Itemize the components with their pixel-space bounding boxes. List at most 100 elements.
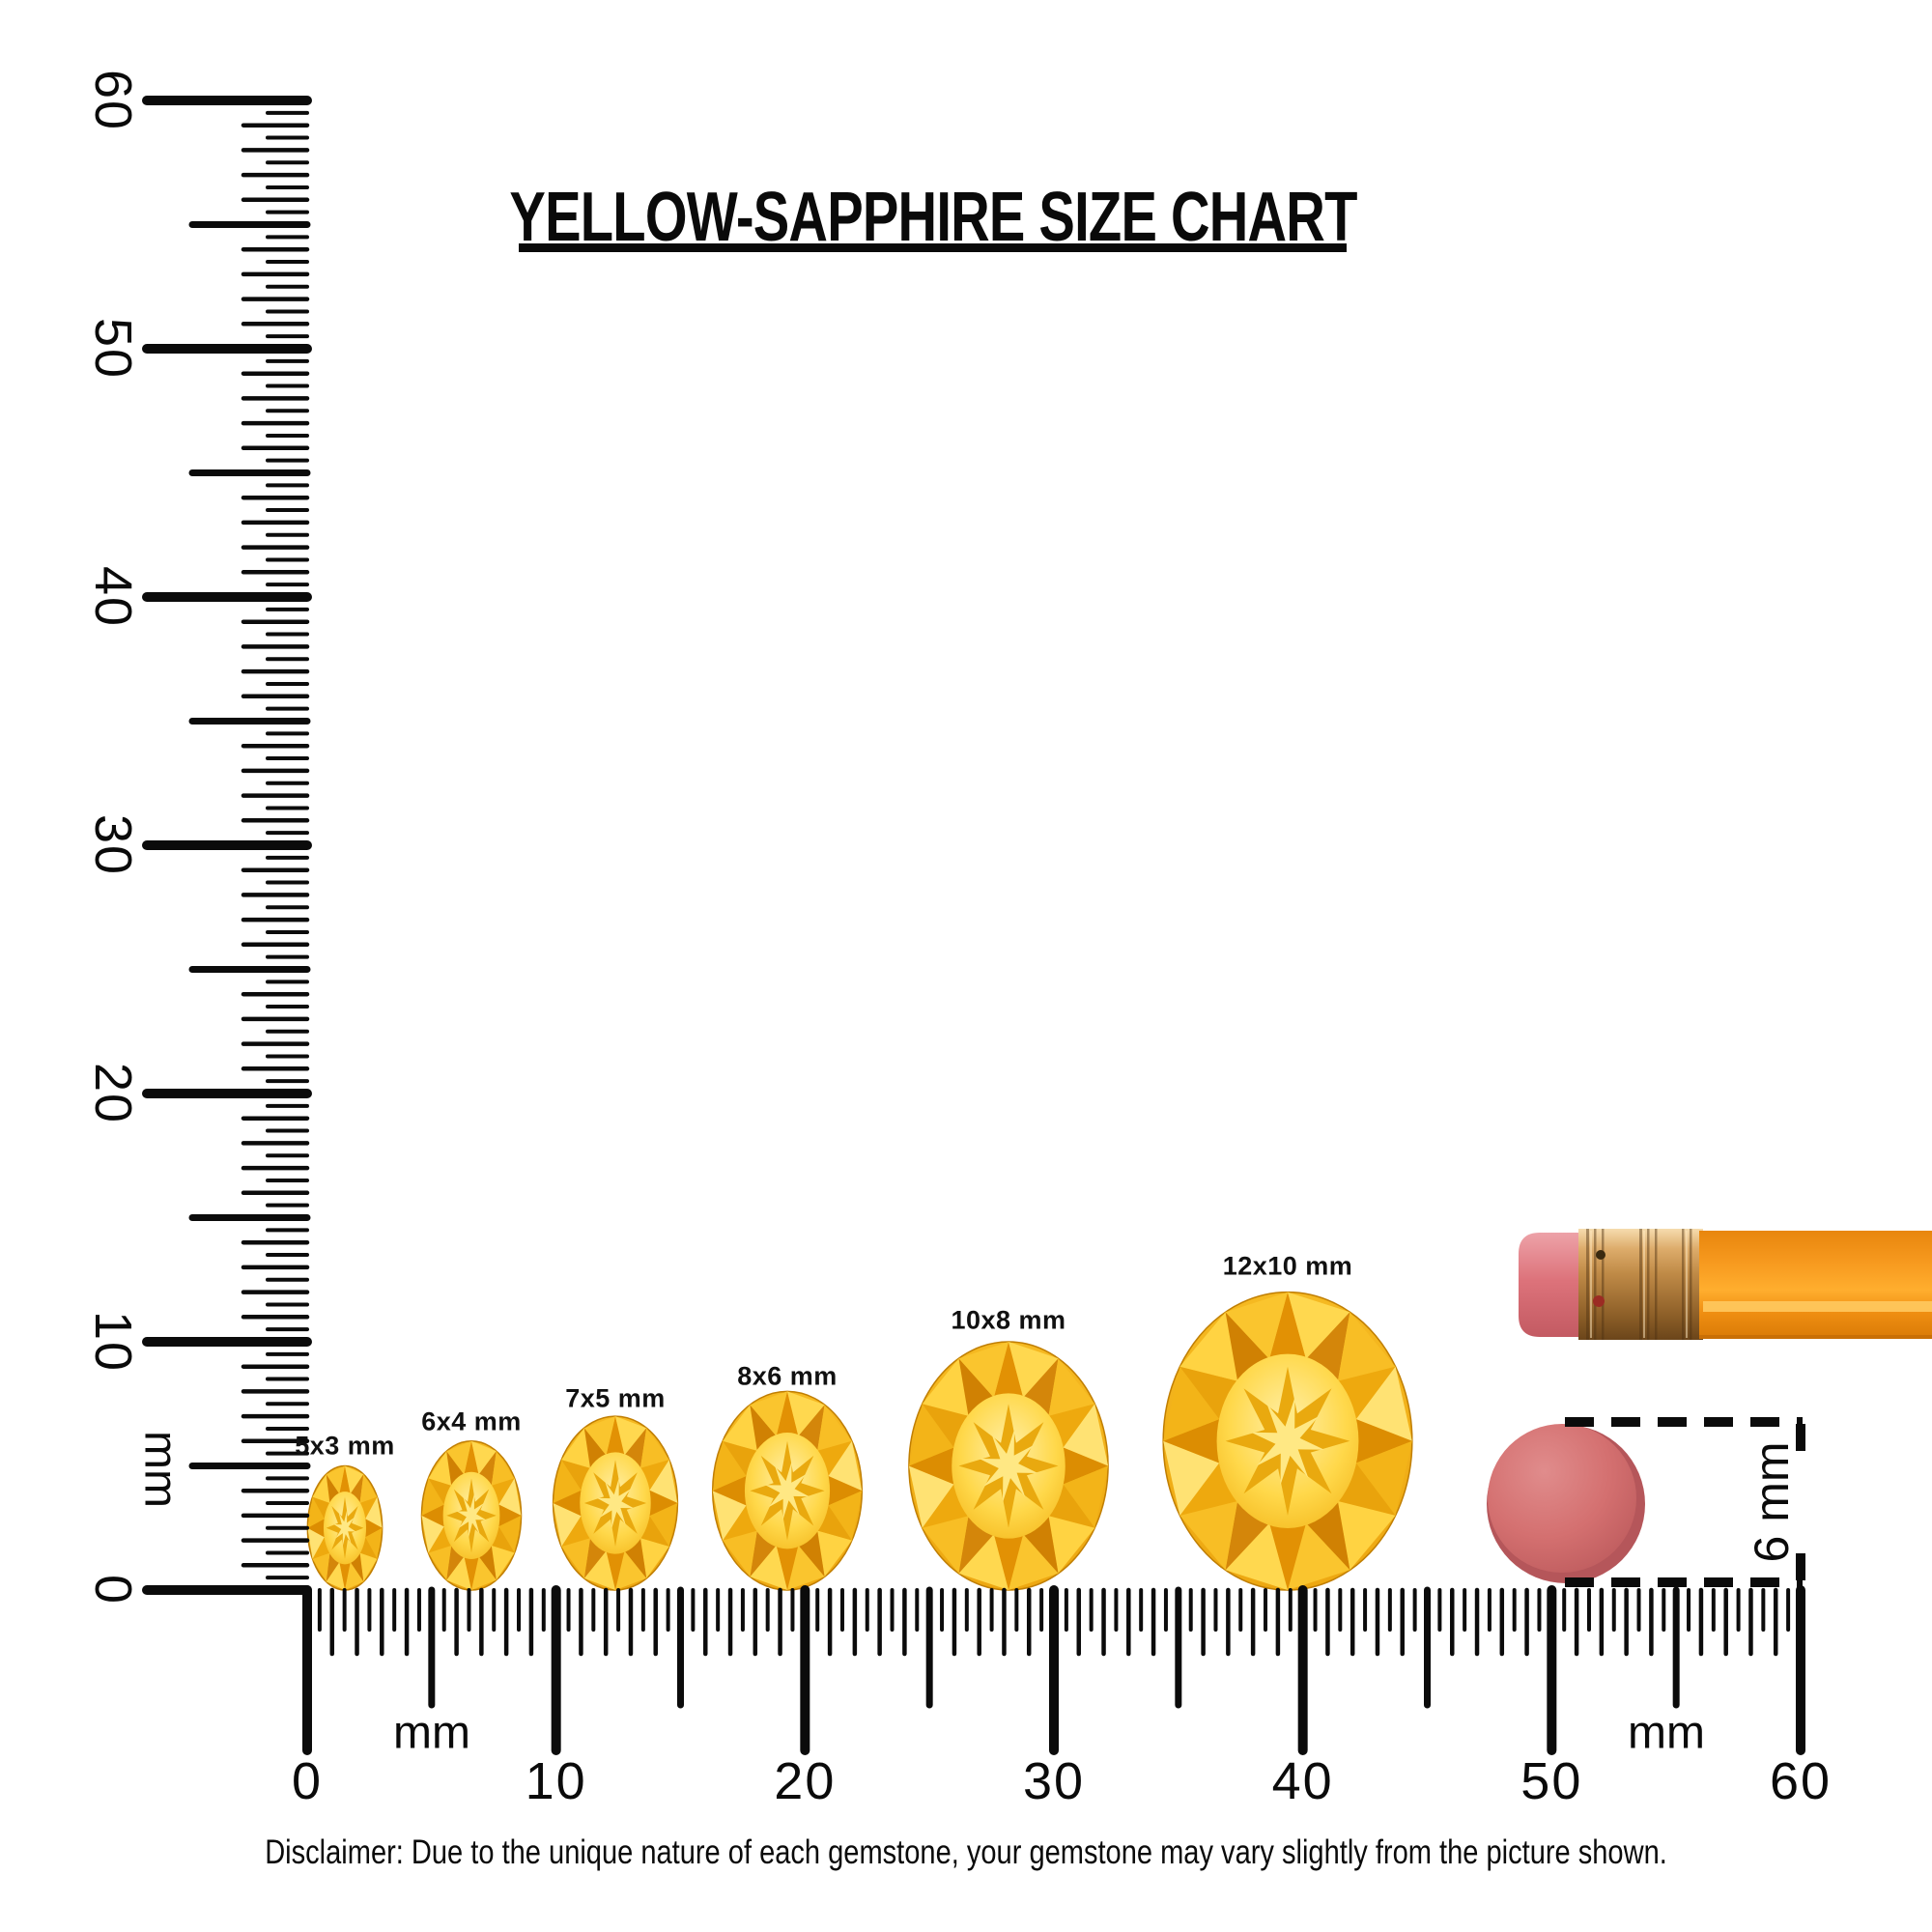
- gem-facet: [649, 1460, 678, 1503]
- gem-facet: [1337, 1312, 1396, 1381]
- gem-facet: [326, 1562, 345, 1590]
- gem-star-highlight: [456, 1493, 487, 1538]
- gem-facet: [345, 1465, 364, 1494]
- gem-star-highlight: [765, 1462, 810, 1520]
- gem-facet: [471, 1556, 497, 1590]
- gem-facet: [723, 1405, 757, 1451]
- gem-star-highlight: [597, 1477, 634, 1529]
- gem-facet: [307, 1519, 325, 1538]
- gem-facet: [339, 1465, 351, 1494]
- gem-facet: [828, 1491, 863, 1541]
- pencil-ferrule: [1578, 1229, 1703, 1340]
- ferrule-crimp-lines: [1586, 1229, 1692, 1340]
- gem-facet: [561, 1428, 590, 1468]
- gem-facet: [1225, 1522, 1288, 1590]
- pencil-eraser-tip: [1519, 1233, 1584, 1337]
- gem-facet: [828, 1476, 863, 1506]
- gem-facet: [326, 1465, 345, 1494]
- gemstone-row: [306, 1291, 1413, 1591]
- gem-facet: [446, 1556, 471, 1590]
- gem-facet: [1288, 1292, 1350, 1359]
- pencil-body-highlight: [1703, 1301, 1932, 1312]
- gem-facet: [1337, 1501, 1396, 1571]
- gem-facet: [958, 1534, 1009, 1590]
- gem-facet: [1355, 1366, 1412, 1441]
- gem-facet: [1288, 1522, 1350, 1590]
- gem-facet: [922, 1358, 969, 1416]
- gem-facet: [750, 1391, 787, 1436]
- gem-facet: [365, 1496, 383, 1528]
- gem-stone: [711, 1390, 864, 1591]
- pencil: [1519, 1229, 1932, 1340]
- gem-facet: [606, 1416, 625, 1456]
- ferrule-sheen-lines: [1590, 1231, 1688, 1338]
- gem-facet: [1163, 1366, 1220, 1441]
- gem-facet: [307, 1496, 325, 1528]
- gem-stone: [306, 1464, 384, 1591]
- gem-facet: [1048, 1358, 1095, 1416]
- gem-facet: [1009, 1534, 1059, 1590]
- gem-facet: [339, 1562, 351, 1590]
- gem-facet: [776, 1545, 799, 1590]
- gem-facet: [1063, 1465, 1109, 1528]
- gem-facet: [421, 1478, 444, 1516]
- gem-facet: [615, 1416, 647, 1456]
- gem-facet: [640, 1538, 669, 1578]
- gem-facet: [583, 1550, 615, 1590]
- gem-facet: [421, 1515, 444, 1553]
- gem-facet: [1355, 1440, 1412, 1516]
- gem-facet: [561, 1538, 590, 1578]
- gem-facet: [471, 1440, 497, 1475]
- pencil-body: [1699, 1231, 1932, 1339]
- gem-facet: [312, 1552, 330, 1582]
- gem-facet: [712, 1440, 747, 1492]
- gem-facet: [712, 1476, 747, 1506]
- gem-facet: [464, 1556, 479, 1590]
- ferrule-red-dot: [1593, 1295, 1605, 1307]
- gem-facet: [908, 1465, 954, 1528]
- gem-facet: [359, 1552, 378, 1582]
- gem-facet: [553, 1460, 582, 1503]
- gem-facet: [1063, 1447, 1109, 1485]
- gem-facet: [428, 1546, 452, 1580]
- gem-facet: [922, 1516, 969, 1574]
- gem-facet: [993, 1342, 1024, 1398]
- gem-facet: [498, 1478, 522, 1516]
- ferrule-rivet-dot: [1596, 1250, 1605, 1260]
- gem-facet: [1063, 1404, 1109, 1466]
- gem-facet: [307, 1527, 325, 1559]
- gem-facet: [723, 1530, 757, 1577]
- gem-facet: [1163, 1419, 1220, 1463]
- gem-facet: [1269, 1522, 1306, 1590]
- vertical-ruler: [142, 96, 312, 1595]
- gem-facet: [787, 1545, 825, 1590]
- gem-facet: [498, 1515, 522, 1553]
- gem-facet: [606, 1550, 625, 1590]
- gem-facet: [908, 1447, 954, 1485]
- gem-facet: [776, 1391, 799, 1436]
- gem-facet: [491, 1451, 515, 1486]
- gem-facet: [615, 1550, 647, 1590]
- gem-facet: [1269, 1292, 1306, 1359]
- gem-stone: [1162, 1291, 1413, 1591]
- gem-facet: [345, 1562, 364, 1590]
- gem-facet: [446, 1440, 471, 1475]
- gem-facet: [1179, 1501, 1238, 1571]
- gem-stone: [908, 1341, 1109, 1591]
- gem-star-highlight: [333, 1509, 356, 1547]
- gem-facet: [553, 1490, 582, 1517]
- gem-facet: [712, 1491, 747, 1541]
- gem-facet: [491, 1546, 515, 1580]
- gem-facet: [828, 1440, 863, 1492]
- eraser-circle: [1487, 1424, 1645, 1583]
- gem-facet: [1179, 1312, 1238, 1381]
- gem-facet: [312, 1474, 330, 1503]
- gem-facet: [1009, 1342, 1059, 1398]
- gem-facet: [750, 1545, 787, 1590]
- gem-facet: [365, 1527, 383, 1559]
- gem-facet: [958, 1342, 1009, 1398]
- gem-facet: [464, 1440, 479, 1475]
- gem-facet: [908, 1404, 954, 1466]
- pencil-body-bottom-edge: [1699, 1335, 1932, 1339]
